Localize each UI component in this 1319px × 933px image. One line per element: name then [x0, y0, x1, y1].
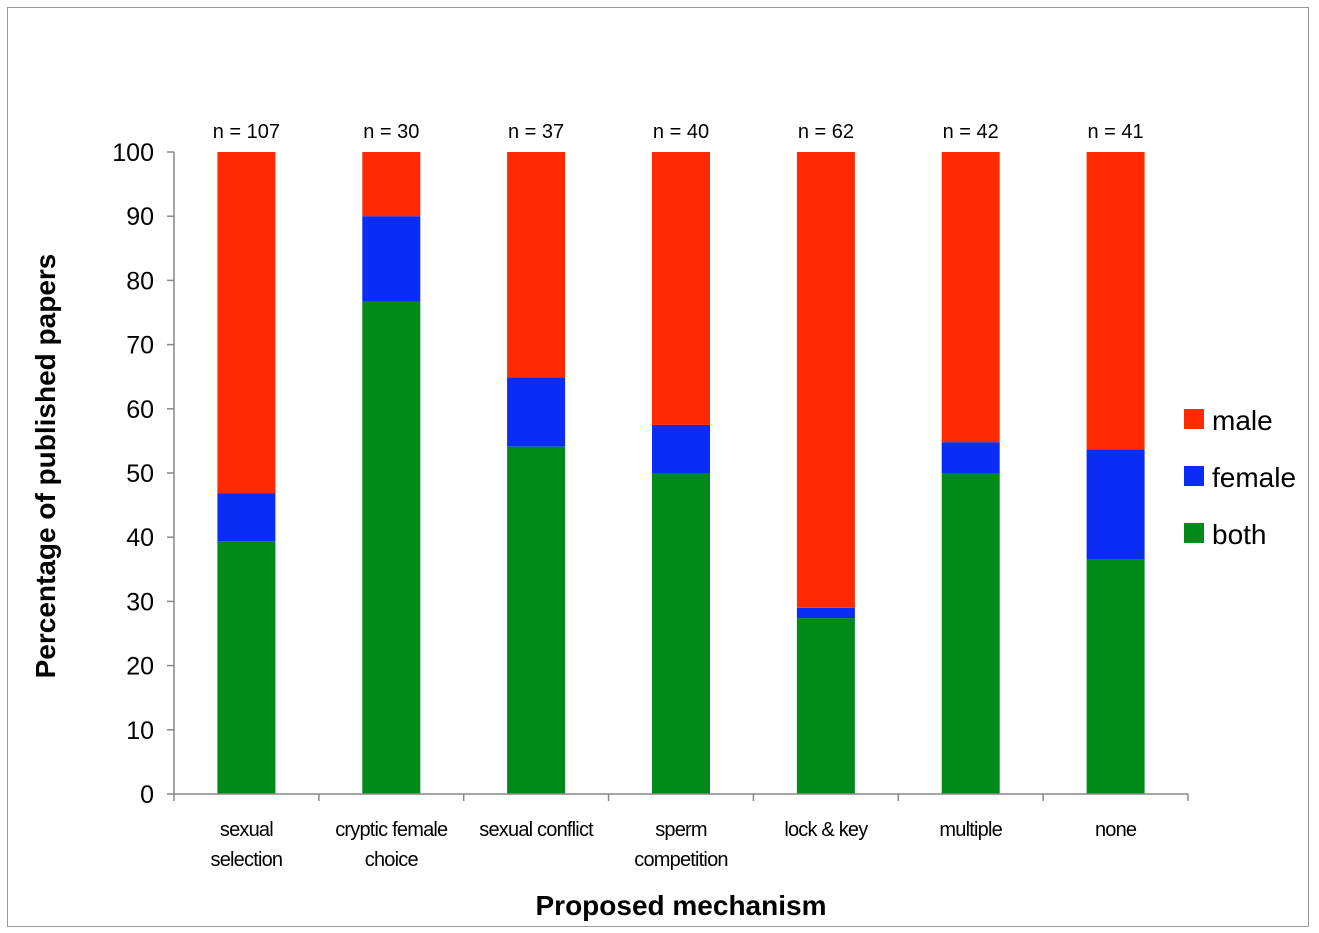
bar-segment-female [217, 493, 276, 542]
sample-size-label: n = 42 [943, 121, 999, 143]
legend-swatch-female [1184, 466, 1204, 486]
sample-size-label: n = 40 [653, 121, 709, 143]
x-tick-label: cryptic female [335, 819, 448, 841]
legend-label-female: female [1212, 462, 1296, 493]
bar-segment-both [941, 473, 1000, 794]
y-tick-label: 0 [140, 781, 154, 809]
bar-segment-female [507, 377, 566, 447]
axes-layer: 0 10 20 30 40 50 60 70 80 90 100 [112, 139, 1189, 809]
bar-segment-female [941, 442, 1000, 473]
bar-segment-both [652, 473, 710, 794]
bar-segment-male [652, 152, 710, 425]
x-tick-label: sexual [220, 819, 273, 841]
y-tick-label: 10 [126, 717, 154, 745]
bars-layer [217, 152, 1145, 794]
bar-segment-both [1086, 559, 1145, 794]
bar-segment-female [652, 424, 710, 473]
bar-segment-female [1086, 449, 1145, 559]
sample-size-label: n = 41 [1088, 121, 1144, 143]
y-tick-label: 40 [126, 524, 154, 552]
x-tick-label: choice [365, 849, 419, 871]
bar-segment-male [1086, 152, 1145, 450]
y-axis-title: Percentage of published papers [30, 254, 61, 679]
x-tick-label: selection [211, 849, 283, 871]
bar-segment-both [217, 541, 276, 794]
sample-size-label: n = 30 [363, 121, 419, 143]
bar-segment-both [507, 446, 566, 794]
bar-segment-male [362, 152, 421, 217]
bar-segment-male [941, 152, 1000, 443]
bar-segment-both [796, 618, 855, 794]
bar-segment-male [507, 152, 566, 378]
x-tick-label: multiple [939, 819, 1002, 841]
y-tick-label: 60 [126, 396, 154, 424]
x-tick-label: lock & key [784, 819, 868, 841]
legend-label-both: both [1212, 519, 1267, 550]
y-tick-label: 80 [126, 267, 154, 295]
x-tick-label: competition [634, 849, 727, 871]
bar-segment-male [217, 152, 276, 494]
y-tick-label: 100 [112, 139, 154, 167]
legend-label-male: male [1212, 405, 1273, 436]
labels-layer: n = 107 sexual selection n = 30 cryptic fema… [211, 121, 1144, 871]
legend-swatch-male [1184, 409, 1204, 429]
y-tick-label: 20 [126, 653, 154, 681]
bar-segment-male [796, 152, 855, 608]
y-tick-label: 70 [126, 332, 154, 360]
x-tick-label: sexual conflict [479, 819, 594, 841]
y-tick-label: 90 [126, 203, 154, 231]
x-tick-label: sperm [655, 819, 707, 841]
x-axis-title: Proposed mechanism [536, 890, 827, 921]
sample-size-label: n = 107 [213, 121, 280, 143]
legend: male female both [1184, 405, 1296, 550]
bar-segment-female [362, 216, 421, 302]
y-tick-label: 50 [126, 460, 154, 488]
sample-size-label: n = 37 [508, 121, 564, 143]
bar-segment-both [362, 301, 421, 794]
sample-size-label: n = 62 [798, 121, 854, 143]
x-tick-label: none [1095, 819, 1137, 841]
y-tick-label: 30 [126, 588, 154, 616]
bar-segment-female [796, 607, 855, 619]
legend-swatch-both [1184, 523, 1204, 543]
